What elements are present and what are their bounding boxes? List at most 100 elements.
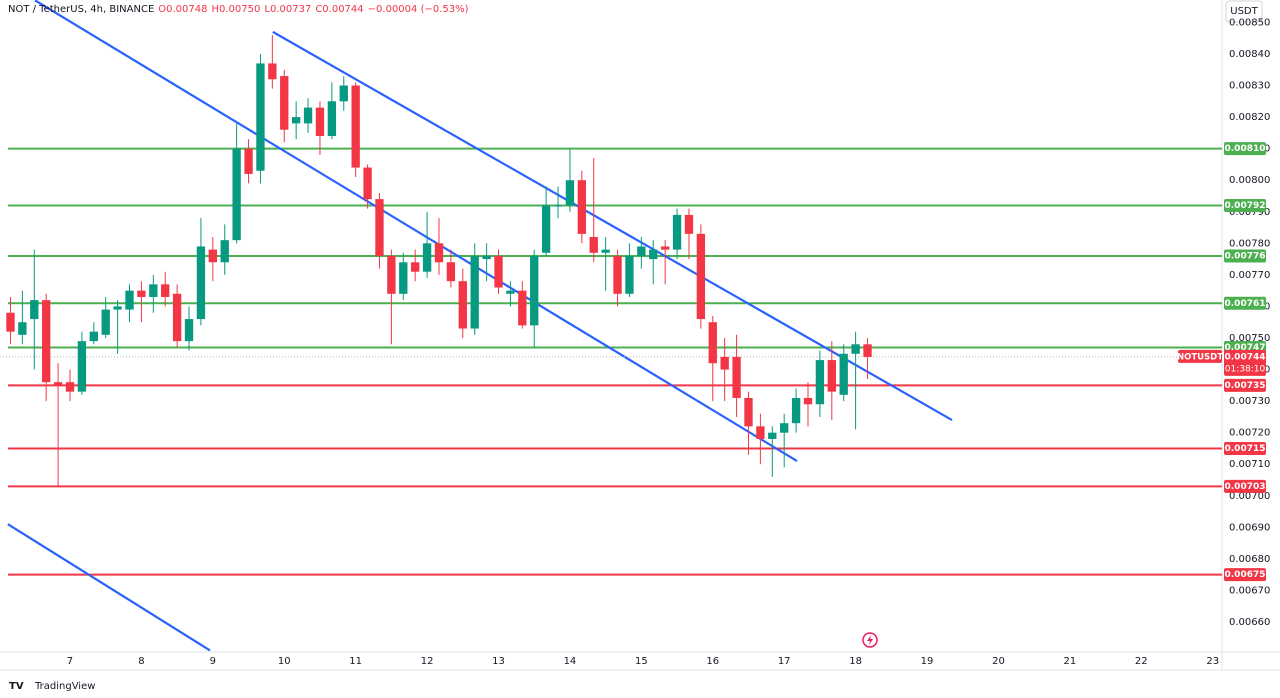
level-label-box [1224,198,1266,212]
candle-body [637,246,646,256]
candle-body [363,167,372,200]
candle-body [256,63,265,171]
trend-line [272,30,953,422]
y-tick-label: 0.00820 [1229,112,1270,123]
candle-body [303,107,313,124]
brand-name[interactable]: TradingView [34,681,95,692]
level-label: 0.00761 [1225,299,1266,309]
candle-body [791,397,801,424]
level-label: 0.00715 [1225,444,1266,454]
last-price-box [1224,349,1266,376]
trend-line [34,0,798,463]
candle-body [101,309,110,335]
candle-body [137,290,146,297]
candle-body [387,255,396,294]
candle-body [351,85,360,168]
header: NOT / TetherUS, 4h, BINANCE O0.00748 H0.00… [8,4,469,15]
level-label-box [1224,378,1266,392]
symbol-title: NOT / TetherUS, 4h, BINANCE [8,4,154,15]
alert-icon[interactable] [862,632,878,648]
candle-body [30,300,39,320]
candle-body [649,249,658,260]
brand-logo[interactable]: TV [9,681,24,692]
x-tick-label: 11 [349,656,362,667]
candle-body [530,255,539,326]
candle-body [780,423,789,433]
candle-body [375,199,384,256]
candle-body [53,382,63,386]
y-tick-label: 0.00730 [1229,396,1270,407]
candle-body [696,233,706,320]
candle-body [42,300,51,383]
candle-body [172,293,182,342]
y-tick-label: 0.00660 [1229,617,1270,628]
candle-body [196,246,206,320]
candle-body [720,356,729,370]
level-label: 0.00810 [1225,144,1266,154]
candle-body [77,341,87,392]
y-tick-label: 0.00790 [1229,207,1270,218]
level-label: 0.00792 [1225,201,1266,211]
trend-line [7,523,211,652]
level-label: 0.00675 [1225,570,1266,580]
candle-body [672,214,682,250]
candle-body [220,240,229,263]
y-tick-label: 0.00720 [1229,428,1270,439]
candle-body [6,312,15,332]
x-tick-label: 18 [849,656,862,667]
candle-body [732,356,741,398]
currency-button[interactable] [1225,0,1263,23]
x-tick-label: 12 [421,656,434,667]
candle-body [399,262,408,294]
currency-label[interactable]: USDT [1230,6,1258,17]
candle-body [827,360,836,392]
x-tick-label: 22 [1135,656,1148,667]
candle-body [291,117,301,124]
countdown: 01:38:10 [1225,364,1266,374]
candle-body [768,432,777,439]
candle-body [541,205,551,253]
candle-body [422,243,432,272]
plot [0,0,1222,652]
x-tick-label: 9 [210,656,216,667]
level-label: 0.00747 [1225,343,1266,353]
candle-body [327,101,337,137]
y-tick-label: 0.00770 [1229,270,1270,281]
candle-body [280,76,289,130]
candle-body [470,255,479,329]
last-price-label: 0.00744 [1225,352,1266,362]
candle-body [113,306,122,310]
candle-body [506,290,515,294]
level-label-box [1224,142,1266,156]
level-label-box [1224,568,1266,582]
y-tick-label: 0.00680 [1229,554,1270,565]
candle-body [434,243,444,263]
candle-body [125,290,134,310]
candle-body [756,426,765,439]
candle-body [803,397,813,405]
y-tick-label: 0.00780 [1229,238,1270,249]
candle-body [708,322,717,364]
candle-body [553,205,563,207]
candle-body [411,262,420,272]
ohlc-value: −0.00004 (−0.53%) [368,4,469,15]
alert-icon-bolt [867,635,873,645]
x-tick-label: 8 [138,656,144,667]
x-tick-label: 7 [67,656,73,667]
ohlc-value: L0.00737 [264,4,311,15]
x-tick-label: 10 [278,656,291,667]
candle-body [161,284,170,297]
candle-body [589,237,598,253]
y-tick-label: 0.00840 [1229,49,1270,60]
x-tick-label: 20 [992,656,1005,667]
candle-body [518,290,527,326]
y-tick-label: 0.00690 [1229,522,1270,533]
ohlc-value: H0.00750 [212,4,261,15]
candle-body [244,148,253,174]
y-tick-label: 0.00750 [1229,333,1270,344]
candle-body [660,246,670,250]
y-tick-label: 0.00670 [1229,585,1270,596]
x-tick-label: 15 [635,656,648,667]
